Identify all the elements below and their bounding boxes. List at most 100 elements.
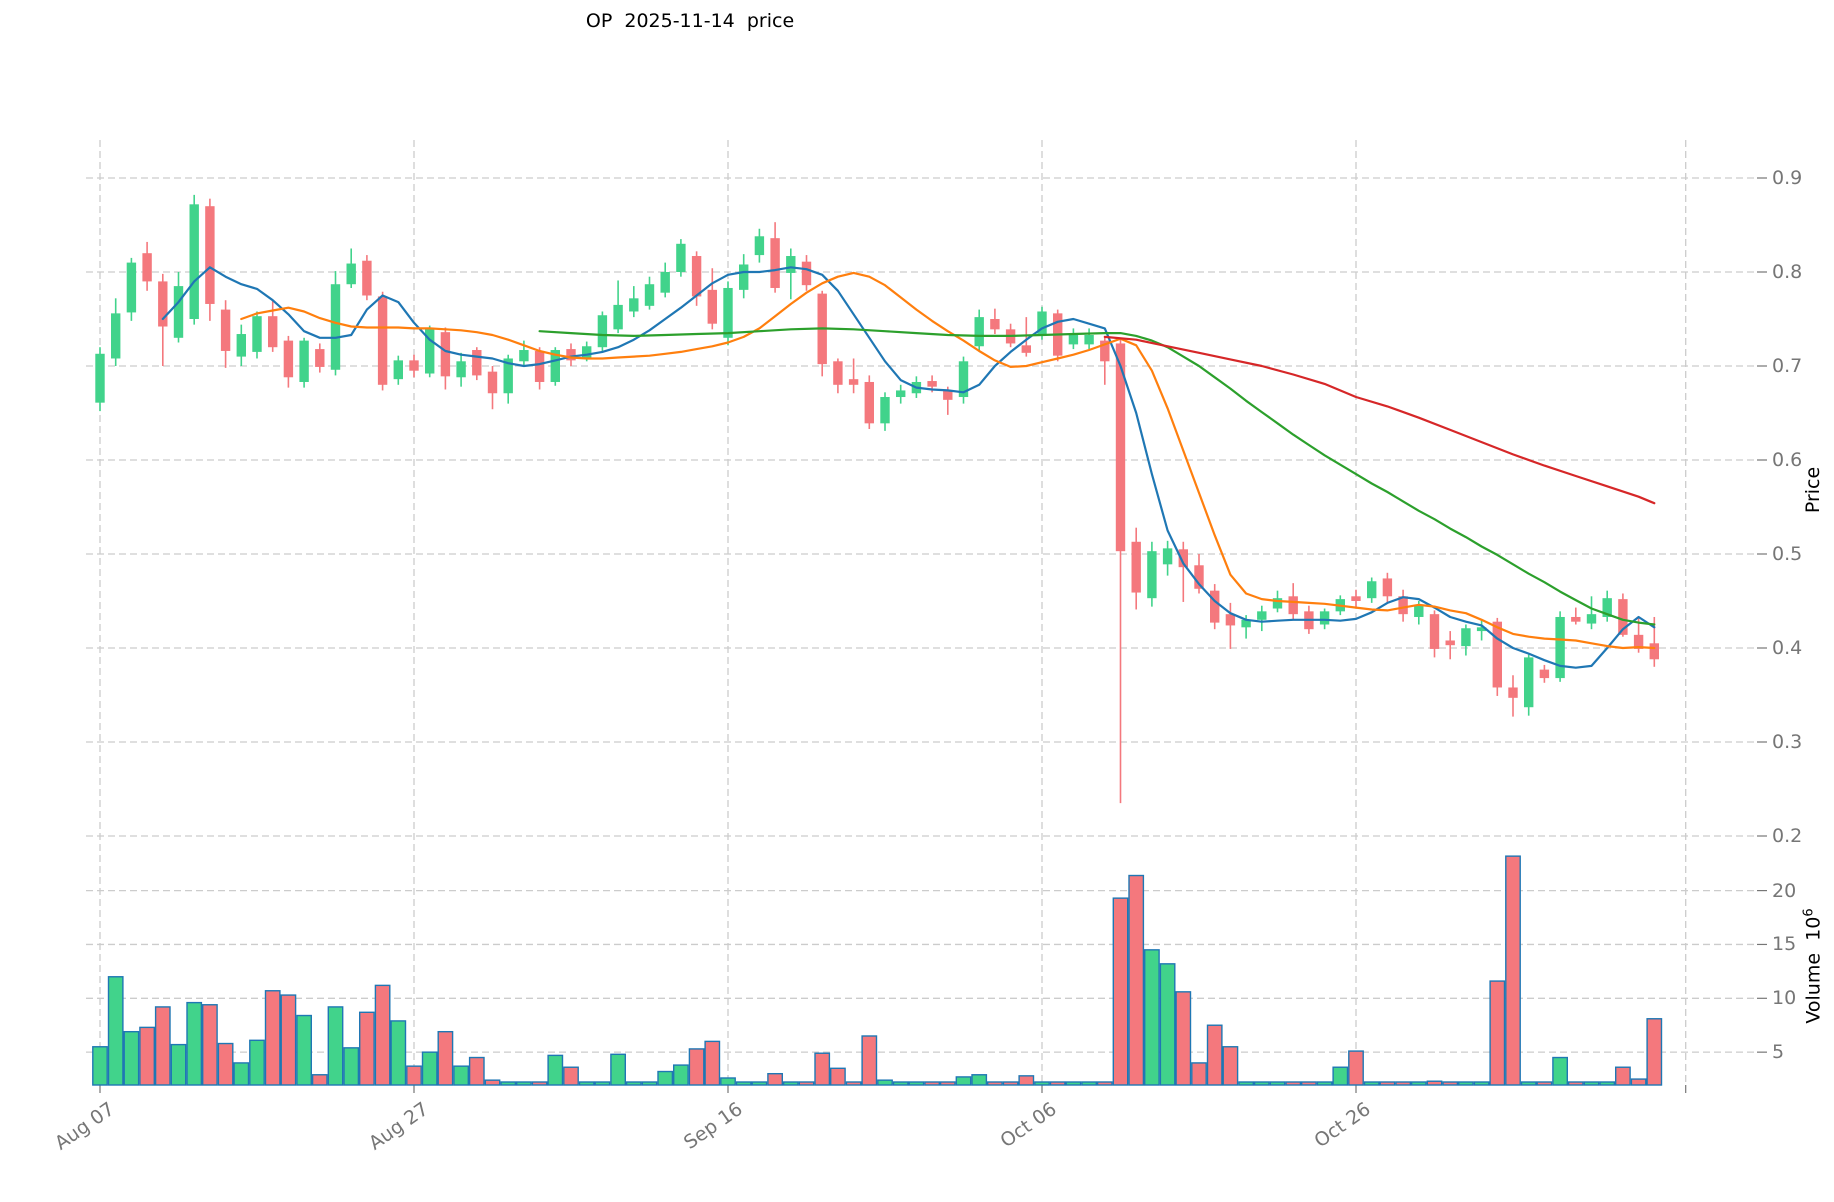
- volume-bar: [1599, 1081, 1616, 1086]
- candle-body: [1492, 621, 1502, 688]
- volume-bar: [531, 1081, 548, 1086]
- volume-bar: [1002, 1081, 1019, 1086]
- volume-bar: [1552, 1056, 1569, 1086]
- volume-bar: [453, 1065, 469, 1086]
- price-tick-label: 0.5: [1772, 543, 1803, 565]
- candle-body: [1288, 596, 1298, 615]
- volume-bar: [1410, 1081, 1427, 1086]
- candle-body: [126, 262, 137, 313]
- candle-body: [377, 296, 388, 385]
- volume-bar: [861, 1035, 878, 1086]
- date-tick: Aug 27: [365, 1098, 487, 1155]
- volume-bar: [987, 1081, 1003, 1086]
- volume-bar: [971, 1074, 988, 1086]
- candle-body: [1162, 548, 1173, 565]
- candle-body: [189, 204, 199, 319]
- candle-body: [519, 350, 529, 362]
- volume-bar: [1018, 1075, 1035, 1086]
- volume-bar: [892, 1081, 909, 1086]
- volume-bar: [406, 1065, 422, 1086]
- candle-body: [158, 281, 168, 327]
- candle-body: [676, 243, 686, 272]
- candle-body: [770, 238, 780, 288]
- candle-body: [315, 349, 325, 367]
- volume-bar: [1567, 1081, 1584, 1086]
- candle-body: [1194, 565, 1204, 589]
- candle-body: [1319, 611, 1330, 625]
- volume-bar: [1034, 1081, 1050, 1086]
- candle-body: [629, 298, 639, 312]
- candle-body: [1068, 334, 1079, 345]
- candle-body: [1382, 578, 1393, 597]
- candle-body: [393, 360, 403, 380]
- candle-body: [644, 284, 655, 306]
- volume-bar: [280, 994, 297, 1086]
- volume-bar: [547, 1054, 564, 1086]
- volume-bar: [845, 1081, 862, 1086]
- volume-bar: [1253, 1081, 1270, 1086]
- candle-body: [220, 309, 231, 351]
- volume-bar: [327, 1006, 344, 1086]
- volume-bar: [1348, 1050, 1364, 1086]
- candle-body: [1461, 628, 1471, 647]
- volume-tick-label: 5: [1772, 1041, 1785, 1064]
- candle-body: [1037, 311, 1047, 335]
- volume-bar: [1175, 991, 1192, 1086]
- candle-body: [1649, 643, 1659, 660]
- volume-bar: [170, 1043, 187, 1086]
- price-tick-label: 0.4: [1772, 637, 1803, 659]
- volume-bar: [484, 1079, 501, 1086]
- volume-bar: [1300, 1081, 1317, 1086]
- volume-bar: [1457, 1081, 1474, 1086]
- volume-bar: [1206, 1024, 1223, 1086]
- volume-bar: [610, 1053, 627, 1086]
- volume-bar: [688, 1048, 705, 1086]
- volume-bar: [1442, 1081, 1459, 1086]
- candle-body: [974, 317, 984, 347]
- volume-bar: [249, 1039, 265, 1086]
- candle-body: [1367, 581, 1377, 599]
- volume-bar: [311, 1074, 328, 1086]
- date-tick: Oct 06: [996, 1098, 1111, 1152]
- candle-body: [833, 361, 843, 385]
- volume-bar: [1395, 1081, 1412, 1086]
- candle-body: [330, 284, 341, 370]
- candle-body: [1398, 596, 1408, 615]
- candle-body: [1147, 551, 1157, 599]
- volume-bar: [1096, 1081, 1113, 1086]
- candle-body: [409, 360, 419, 371]
- candle-body: [346, 263, 356, 285]
- candle-body: [142, 253, 152, 282]
- volume-bar: [500, 1081, 517, 1086]
- candle-body: [205, 206, 215, 304]
- candle-body: [111, 313, 121, 359]
- volume-bar: [1269, 1081, 1286, 1086]
- candle-body: [503, 358, 513, 394]
- volume-bar: [233, 1062, 250, 1086]
- volume-bar: [1583, 1081, 1600, 1086]
- volume-bar: [1143, 949, 1160, 1086]
- candle-body: [880, 397, 890, 424]
- date-tick: Sep 16: [680, 1098, 800, 1154]
- candle-body: [95, 353, 105, 403]
- candle-body: [1115, 343, 1126, 552]
- volume-bar: [264, 990, 281, 1086]
- candle-body: [283, 340, 294, 378]
- candle-body: [1241, 619, 1251, 628]
- candle-body: [1508, 687, 1518, 698]
- volume-bar: [1363, 1081, 1380, 1086]
- volume-bar: [1191, 1062, 1207, 1086]
- volume-bar: [1426, 1080, 1443, 1086]
- volume-bar: [641, 1081, 658, 1086]
- volume-bar: [1128, 874, 1145, 1086]
- volume-bar: [1536, 1081, 1553, 1086]
- volume-tick-label: 15: [1772, 933, 1797, 956]
- candle-body: [1429, 614, 1440, 649]
- candle-body: [1524, 657, 1534, 708]
- volume-tick-label: 20: [1772, 879, 1797, 902]
- candle-body: [801, 261, 812, 286]
- candle-body: [786, 256, 796, 273]
- candle-body: [566, 349, 576, 361]
- ma-short-blue-line: [161, 266, 1656, 669]
